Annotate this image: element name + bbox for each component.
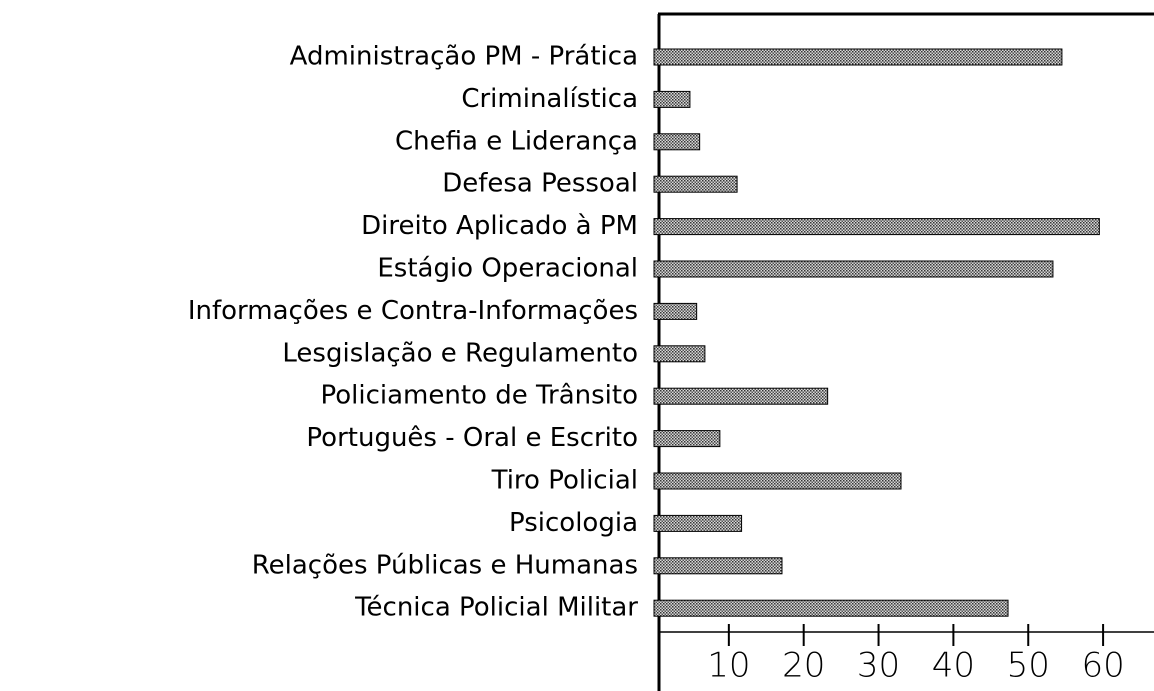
category-label: Tiro Policial [491, 466, 638, 496]
x-tick-label: 40 [932, 646, 975, 686]
category-label: Português - Oral e Escrito [306, 423, 638, 453]
category-label: Defesa Pessoal [442, 169, 638, 199]
category-label: Técnica Policial Militar [354, 593, 638, 623]
bar [653, 90, 691, 108]
category-label: Chefia e Liderança [395, 126, 638, 156]
x-tick-label: 60 [1081, 646, 1124, 686]
bar [653, 430, 721, 448]
category-label: Policiamento de Trânsito [320, 381, 638, 411]
category-label: Relações Públicas e Humanas [252, 550, 638, 580]
category-label: Criminalística [461, 84, 638, 114]
category-label: Informações e Contra-Informações [188, 296, 638, 326]
bar [653, 302, 698, 320]
category-label: Estágio Operacional [377, 254, 638, 284]
bar [653, 218, 1100, 236]
bar [653, 175, 738, 193]
x-tick-label: 10 [707, 646, 750, 686]
bar [653, 387, 829, 405]
bar [653, 472, 902, 490]
bar [653, 133, 701, 151]
x-tick-label: 20 [782, 646, 825, 686]
category-label: Administração PM - Prática [290, 42, 638, 72]
bar [653, 599, 1009, 617]
category-label: Lesgislação e Regulamento [282, 338, 638, 368]
x-tick-label: 30 [857, 646, 900, 686]
bar [653, 345, 706, 363]
bar [653, 557, 783, 575]
x-tick-label: 50 [1007, 646, 1050, 686]
category-label: Psicologia [509, 508, 638, 538]
bar [653, 514, 743, 532]
bar [653, 260, 1054, 278]
category-label: Direito Aplicado à PM [361, 211, 638, 241]
bar [653, 48, 1063, 66]
